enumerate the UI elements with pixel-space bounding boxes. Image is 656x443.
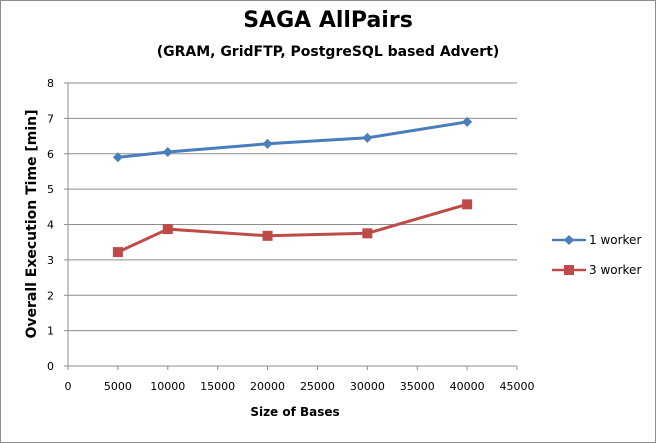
data-point (162, 146, 173, 157)
data-point (362, 228, 373, 239)
x-axis-label: Size of Bases (250, 405, 340, 419)
y-tick-label: 6 (47, 148, 54, 161)
x-tick-label: 35000 (400, 380, 435, 393)
y-tick-label: 5 (47, 183, 54, 196)
legend-label: 3 worker (589, 263, 642, 277)
x-tick-label: 45000 (500, 380, 535, 393)
x-tick-label: 0 (65, 380, 72, 393)
x-tick-label: 5000 (104, 380, 132, 393)
data-point (262, 230, 273, 241)
y-tick-label: 2 (47, 289, 54, 302)
data-point (112, 247, 123, 258)
data-point (112, 152, 123, 163)
legend-item: 3 worker (552, 260, 641, 280)
data-point (362, 132, 373, 143)
legend-item: 1 worker (552, 230, 641, 250)
legend: 1 worker 3 worker (552, 230, 641, 290)
x-tick-label: 25000 (300, 380, 335, 393)
x-tick-label: 15000 (200, 380, 235, 393)
y-tick-label: 1 (47, 325, 54, 338)
chart-title: SAGA AllPairs (243, 8, 413, 33)
legend-marker-icon (552, 265, 586, 275)
y-tick-label: 0 (47, 360, 54, 373)
legend-marker-icon (552, 235, 586, 245)
legend-label: 1 worker (589, 233, 642, 247)
x-tick-label: 20000 (250, 380, 285, 393)
data-point (262, 138, 273, 149)
y-tick-label: 8 (47, 77, 54, 90)
data-point (462, 116, 473, 127)
chart-subtitle: (GRAM, GridFTP, PostgreSQL based Advert) (156, 44, 500, 60)
y-tick-label: 3 (47, 254, 54, 267)
data-point (462, 199, 473, 210)
data-point (162, 224, 173, 235)
x-tick-label: 10000 (150, 380, 185, 393)
x-tick-label: 40000 (450, 380, 485, 393)
y-tick-label: 7 (47, 112, 54, 125)
x-tick-label: 30000 (350, 380, 385, 393)
y-tick-label: 4 (47, 219, 54, 232)
